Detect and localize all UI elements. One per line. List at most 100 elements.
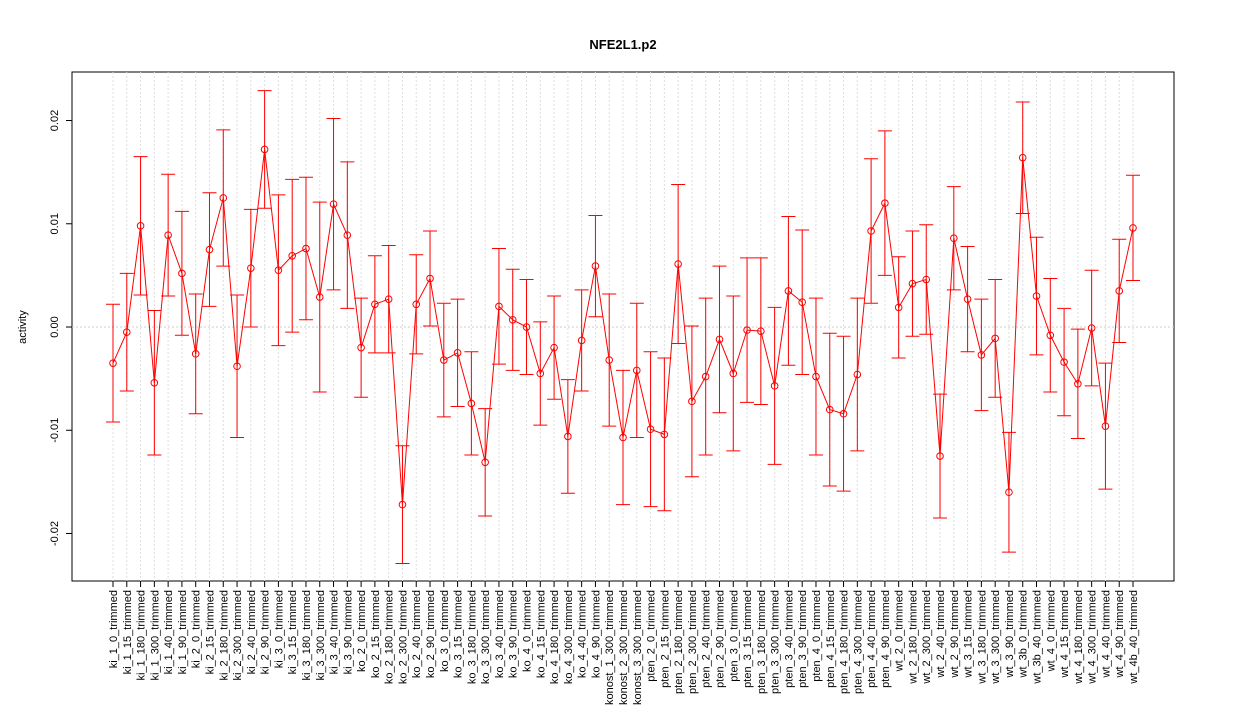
- x-tick-label: ko_2_40_trimmed: [411, 590, 423, 678]
- error-bar: [726, 295, 741, 452]
- error-bar: [698, 297, 713, 456]
- x-tick-label: wt_4_15_trimmed: [1059, 590, 1071, 678]
- x-tick-label: konost_3_300_trimmed: [632, 590, 644, 705]
- point: [646, 425, 655, 434]
- point: [922, 275, 931, 284]
- error-bar: [1001, 431, 1016, 553]
- point: [908, 279, 917, 288]
- point: [426, 274, 434, 283]
- x-tick-label: wt_3b_40_trimmed: [1032, 590, 1044, 685]
- point: [825, 405, 834, 414]
- x-tick-label: ko_4_180_trimmed: [549, 590, 561, 684]
- x-tick-label: ki_2_90_trimmed: [260, 590, 272, 674]
- error-bar: [174, 210, 189, 336]
- point: [1060, 358, 1068, 366]
- point: [495, 302, 503, 311]
- chart-title: NFE2L1.p2: [589, 37, 656, 52]
- error-bar: [616, 369, 630, 506]
- error-bar: [1112, 238, 1127, 344]
- error-bar: [822, 332, 837, 487]
- point: [371, 300, 379, 309]
- point: [247, 264, 255, 272]
- x-tick-label: ko_3_300_trimmed: [480, 590, 492, 684]
- point: [412, 300, 421, 309]
- x-tick-label: wt_2_90_trimmed: [949, 590, 961, 678]
- error-bar: [381, 244, 396, 354]
- x-tick-label: ko_2_180_trimmed: [384, 590, 396, 684]
- error-bar: [354, 297, 369, 398]
- error-bar: [574, 289, 589, 392]
- x-tick-label: ki_2_300_trimmed: [232, 590, 244, 681]
- error-bar: [905, 230, 920, 337]
- error-bar: [188, 293, 203, 415]
- point: [205, 245, 214, 254]
- x-tick-label: ko_4_300_trimmed: [563, 590, 575, 684]
- error-bar: [1126, 174, 1140, 282]
- point: [632, 366, 641, 375]
- x-tick-label: pten_3_180_trimmed: [756, 590, 768, 694]
- error-bar: [643, 351, 658, 508]
- x-tick-label: pten_3_0_trimmed: [728, 590, 740, 682]
- x-tick-label: wt_2_180_trimmed: [907, 590, 919, 685]
- error-bar: [367, 255, 382, 354]
- x-tick-label: pten_2_40_trimmed: [701, 590, 713, 688]
- error-bar: [202, 192, 217, 307]
- point: [1005, 488, 1013, 497]
- x-tick-label: wt_2_40_trimmed: [935, 590, 947, 678]
- error-bar: [781, 216, 796, 366]
- point: [343, 231, 352, 239]
- error-bar: [230, 294, 245, 438]
- error-bar: [753, 257, 768, 405]
- x-tick-label: ki_2_40_trimmed: [246, 590, 258, 674]
- x-tick-label: pten_2_90_trimmed: [714, 590, 726, 688]
- error-bar: [423, 230, 438, 327]
- point: [950, 234, 958, 243]
- point: [770, 382, 779, 390]
- error-bar: [298, 176, 313, 321]
- point: [798, 298, 806, 307]
- error-bar: [877, 130, 892, 276]
- point: [701, 372, 710, 381]
- x-tick-label: ki_3_40_trimmed: [329, 590, 341, 674]
- error-bar: [974, 298, 989, 412]
- x-tick-label: pten_3_40_trimmed: [783, 590, 795, 688]
- error-bar: [450, 298, 465, 408]
- error-bar: [326, 117, 341, 291]
- x-tick-label: ki_1_180_trimmed: [136, 590, 148, 681]
- error-bar: [395, 445, 410, 564]
- x-tick-label: wt_3_15_trimmed: [963, 590, 975, 678]
- error-bar: [795, 229, 810, 376]
- x-tick-label: ki_3_0_trimmed: [273, 590, 285, 668]
- point: [757, 327, 765, 335]
- point: [522, 323, 531, 331]
- point: [591, 262, 600, 270]
- point: [1115, 287, 1124, 295]
- y-tick-label: 0.01: [49, 213, 61, 234]
- x-tick-label: ko_2_15_trimmed: [370, 590, 382, 678]
- point: [674, 260, 682, 268]
- point: [315, 293, 324, 301]
- x-tick-label: ko_4_40_trimmed: [577, 590, 589, 678]
- y-tick-label: -0.01: [49, 418, 61, 443]
- point: [991, 334, 999, 343]
- point: [1032, 292, 1041, 300]
- error-bar: [271, 194, 286, 347]
- error-bar: [1015, 101, 1030, 214]
- x-tick-label: ko_3_15_trimmed: [453, 590, 465, 678]
- x-tick-label: ki_1_40_trimmed: [163, 590, 175, 674]
- error-bar: [147, 309, 162, 456]
- x-tick-label: ko_4_15_trimmed: [535, 590, 547, 678]
- error-bar: [119, 272, 134, 392]
- x-tick-label: ko_3_40_trimmed: [494, 590, 506, 678]
- point: [329, 200, 338, 208]
- x-tick-label: pten_2_300_trimmed: [687, 590, 699, 694]
- x-tick-label: wt_3_180_trimmed: [976, 590, 988, 685]
- error-bar: [312, 201, 327, 393]
- x-tick-label: wt_2_0_trimmed: [894, 590, 906, 672]
- error-bar: [519, 279, 534, 376]
- point: [550, 343, 558, 352]
- x-tick-label: ki_1_90_trimmed: [177, 590, 189, 674]
- error-bar: [864, 158, 879, 304]
- x-tick-label: ko_2_0_trimmed: [356, 590, 368, 672]
- point: [191, 350, 200, 358]
